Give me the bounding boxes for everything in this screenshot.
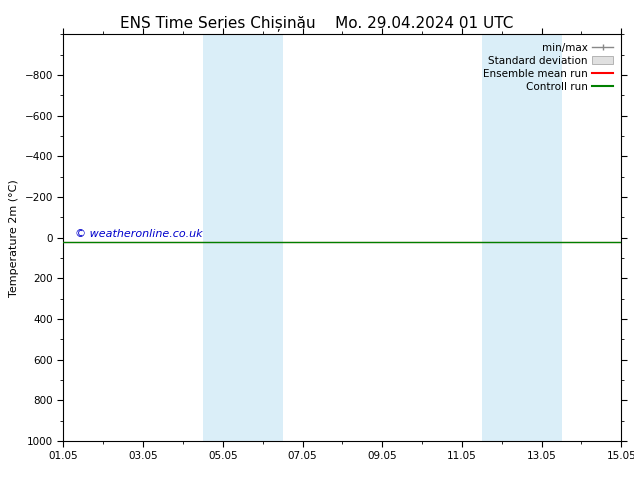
Text: © weatheronline.co.uk: © weatheronline.co.uk: [75, 228, 202, 239]
Bar: [482, 34, 562, 441]
Text: ENS Time Series Chișinău    Mo. 29.04.2024 01 UTC: ENS Time Series Chișinău Mo. 29.04.2024 …: [120, 15, 514, 30]
Bar: [203, 34, 283, 441]
Legend: min/max, Standard deviation, Ensemble mean run, Controll run: min/max, Standard deviation, Ensemble me…: [480, 40, 616, 95]
Y-axis label: Temperature 2m (°C): Temperature 2m (°C): [9, 179, 19, 296]
